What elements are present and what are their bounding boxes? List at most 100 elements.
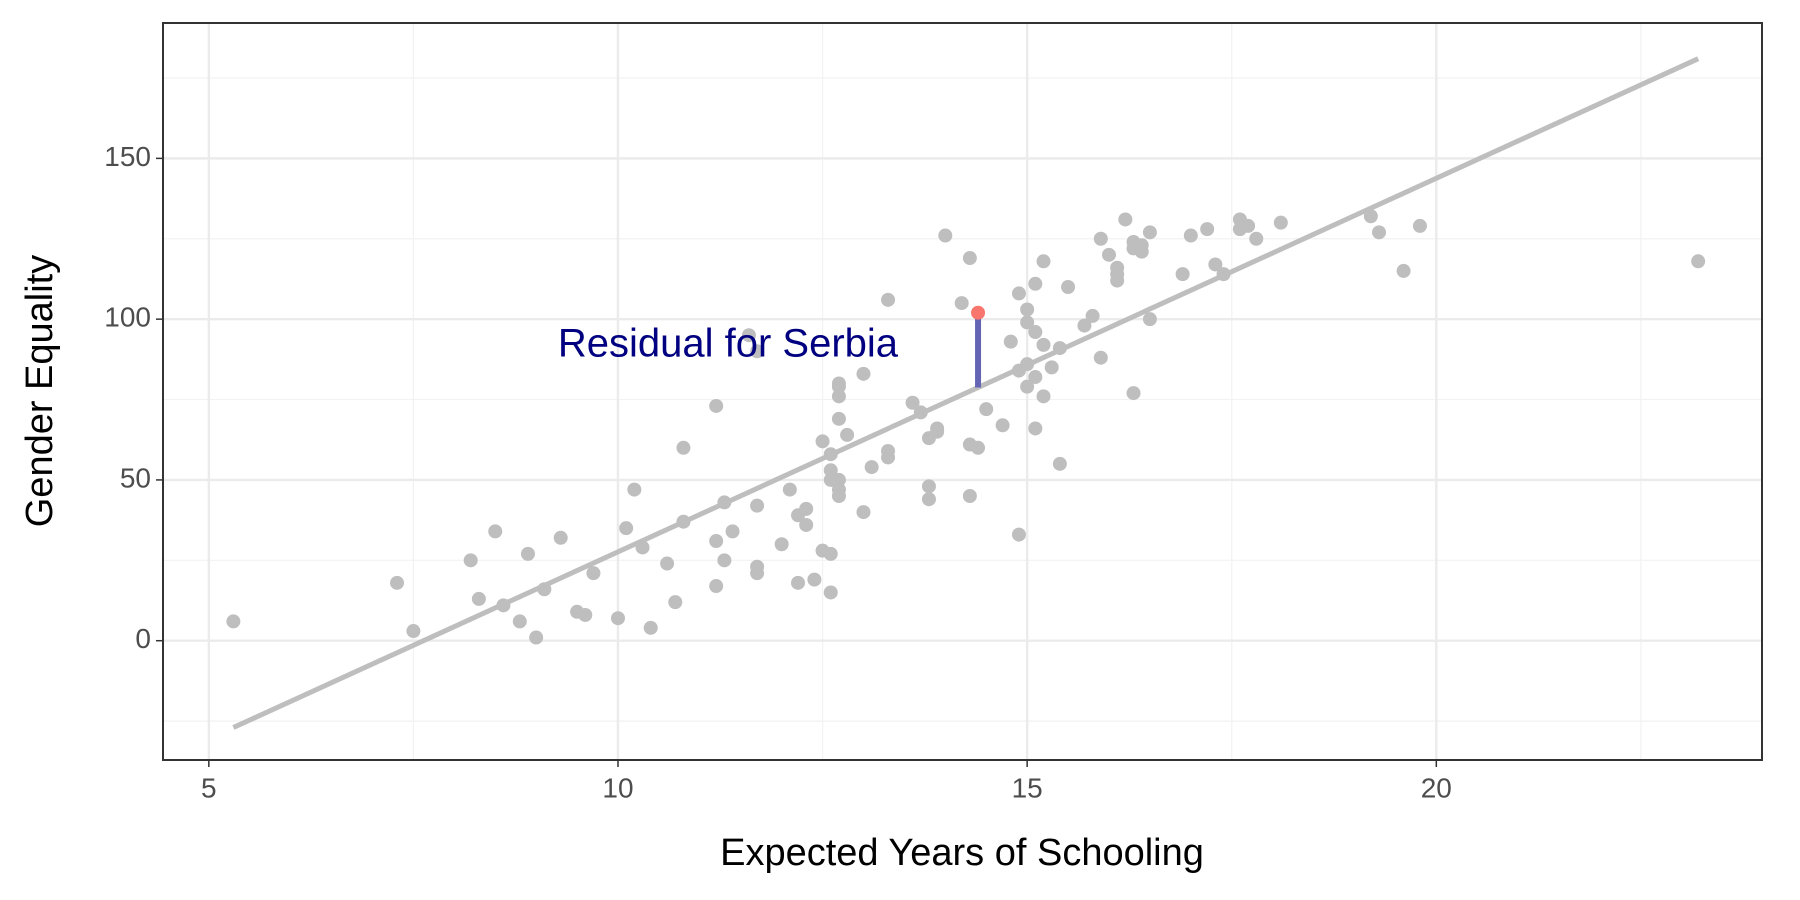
point [1372,225,1387,240]
point [406,624,421,639]
point [1691,254,1706,269]
point [930,424,945,439]
point [1028,276,1043,291]
point [627,482,642,497]
point [643,620,658,635]
point [1036,254,1051,269]
point [676,514,691,529]
y-tick-label: 100 [104,302,151,333]
point [774,537,789,552]
point [1142,225,1157,240]
point [709,398,724,413]
point [488,524,503,539]
point [1273,215,1288,230]
point [496,598,511,613]
point [831,389,846,404]
point [1142,312,1157,327]
point [799,501,814,516]
annotation: Residual for Serbia [558,322,899,366]
point [782,482,797,497]
point [512,614,527,629]
point [226,614,241,629]
point [1396,263,1411,278]
y-tick-label: 0 [135,623,151,654]
point [921,492,936,507]
point [962,251,977,266]
point [1183,228,1198,243]
point [881,450,896,465]
point [1011,527,1026,542]
point [553,530,568,545]
point [1036,389,1051,404]
point [921,479,936,494]
point [856,505,871,520]
point [1020,302,1035,317]
point [856,366,871,381]
point [586,566,601,581]
point [1020,315,1035,330]
point [1126,386,1141,401]
point [1077,318,1092,333]
point [578,607,593,622]
point [979,402,994,417]
point [717,495,732,510]
point [1200,222,1215,237]
y-tick-label: 150 [104,141,151,172]
point [709,534,724,549]
point [668,595,683,610]
point [913,405,928,420]
y-axis-title: Gender Equality [19,255,61,528]
point [1020,379,1035,394]
point [529,630,544,645]
point [1412,218,1427,233]
point [1093,350,1108,365]
trend-line [232,56,1700,730]
point [1044,360,1059,375]
point [938,228,953,243]
point [1036,337,1051,352]
point [1110,273,1125,288]
point [610,611,625,626]
point [1003,334,1018,349]
panel-border [162,22,1763,761]
point [1208,257,1223,272]
point [1101,247,1116,262]
point [750,344,765,359]
point [962,489,977,504]
point [1052,456,1067,471]
point [725,524,740,539]
point [676,440,691,455]
point [1052,341,1067,356]
point [823,585,838,600]
point [971,440,986,455]
point [1175,267,1190,282]
point [635,540,650,555]
point [1118,212,1133,227]
point [791,575,806,590]
point [995,418,1010,433]
point [905,395,920,410]
point [1216,267,1231,282]
point [815,434,830,449]
y-tick-label: 50 [120,462,151,493]
point [1028,325,1043,340]
point [1241,218,1256,233]
point [709,579,724,594]
point [1363,209,1378,224]
point [954,296,969,311]
point [463,553,478,568]
point [717,553,732,568]
point [831,489,846,504]
point [1134,238,1149,253]
x-tick-label: 15 [1012,772,1043,803]
x-axis-title: Expected Years of Schooling [720,832,1204,874]
point [1020,357,1035,372]
point [1085,308,1100,323]
point [537,582,552,597]
point [1028,421,1043,436]
point [823,447,838,462]
point [881,292,896,307]
point [831,379,846,394]
point [807,572,822,587]
